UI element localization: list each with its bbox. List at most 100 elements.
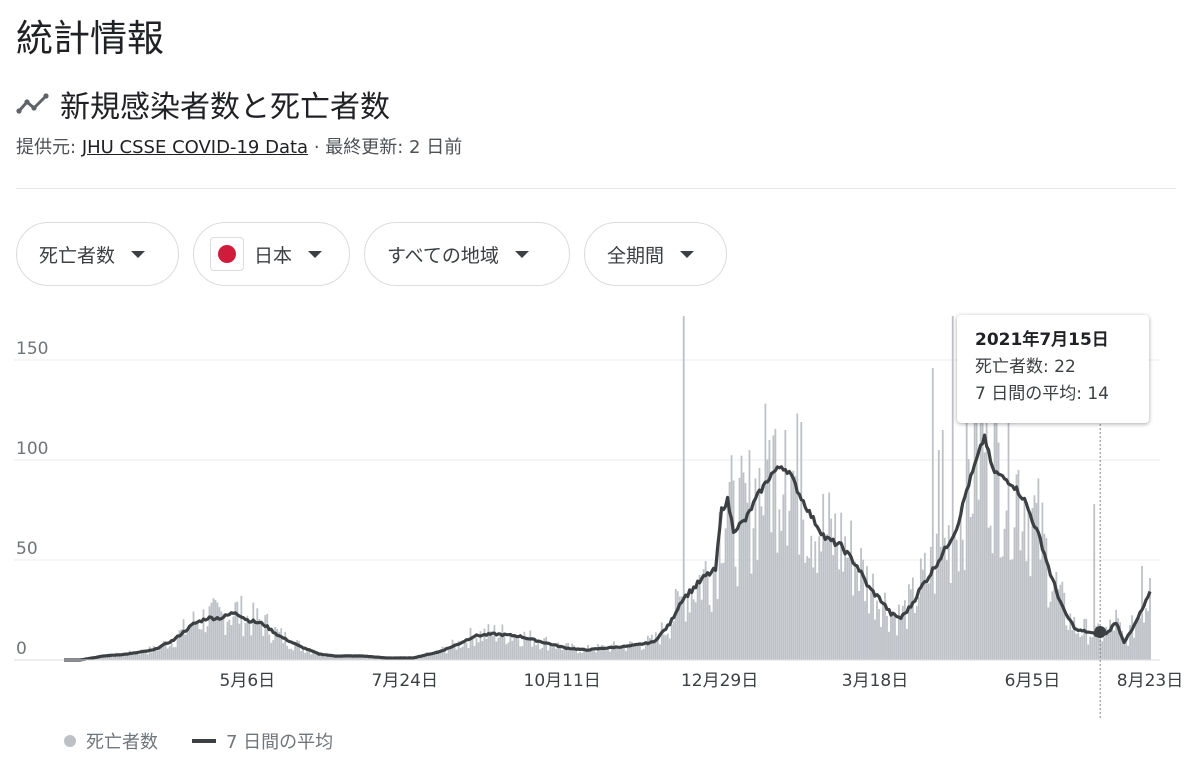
period-dropdown[interactable]: 全期間 — [584, 222, 727, 286]
daily-deaths-bar — [814, 541, 817, 660]
daily-deaths-bar — [230, 625, 233, 660]
daily-deaths-bar — [156, 650, 159, 660]
daily-deaths-bar — [1047, 607, 1050, 660]
daily-deaths-bar — [844, 536, 847, 660]
daily-deaths-bar — [168, 646, 171, 660]
daily-deaths-bar — [780, 530, 783, 660]
daily-deaths-bar — [1043, 533, 1046, 660]
daily-deaths-bar — [692, 599, 695, 660]
daily-deaths-bar — [906, 629, 908, 660]
daily-deaths-bar — [684, 621, 687, 660]
daily-deaths-bar — [431, 653, 434, 660]
daily-deaths-bar — [794, 476, 797, 660]
daily-deaths-bar — [937, 450, 940, 660]
daily-deaths-bar — [565, 643, 568, 660]
daily-deaths-bar — [521, 646, 524, 660]
daily-deaths-bar — [820, 551, 823, 660]
daily-deaths-bar — [184, 634, 187, 660]
daily-deaths-bar — [336, 656, 338, 660]
daily-deaths-bar — [925, 583, 928, 660]
daily-deaths-bar — [198, 629, 201, 660]
country-dropdown[interactable]: 日本 — [193, 222, 350, 286]
daily-deaths-bar — [152, 646, 155, 660]
daily-deaths-bar — [927, 583, 930, 660]
daily-deaths-bar — [1065, 625, 1068, 660]
daily-deaths-bar — [140, 649, 143, 660]
daily-deaths-bar — [923, 552, 926, 660]
deaths-chart[interactable]: 0 50 100 150 5月6日 7月24日 10月11日 12月29日 3月18日 6月5日 8… — [0, 300, 1200, 730]
daily-deaths-bar — [1125, 636, 1127, 660]
seven-day-average-layer — [64, 433, 1152, 662]
daily-deaths-bar — [902, 606, 904, 660]
daily-deaths-bar — [676, 591, 679, 660]
daily-deaths-bar — [911, 577, 914, 660]
daily-deaths-bar — [1087, 644, 1090, 660]
metric-dropdown[interactable]: 死亡者数 — [16, 222, 179, 286]
daily-deaths-bar — [555, 648, 558, 660]
source-link[interactable]: JHU CSSE COVID-19 Data — [81, 137, 309, 158]
tooltip-average: 7 日間の平均: 14 — [975, 384, 1109, 404]
daily-deaths-bar — [880, 626, 882, 660]
daily-deaths-bar — [218, 607, 221, 660]
daily-deaths-bar — [1031, 508, 1034, 660]
daily-deaths-bar — [268, 634, 271, 660]
daily-deaths-bar — [194, 623, 197, 660]
daily-deaths-bar — [634, 644, 637, 660]
daily-deaths-bar — [963, 570, 966, 660]
daily-deaths-bar — [1057, 589, 1060, 660]
daily-deaths-bar — [104, 657, 107, 660]
daily-deaths-bar — [989, 525, 992, 660]
daily-deaths-bar — [1107, 629, 1110, 660]
daily-deaths-bar — [258, 618, 261, 660]
daily-deaths-bar — [595, 652, 597, 660]
daily-deaths-bar — [1045, 538, 1048, 660]
daily-deaths-bar — [537, 642, 540, 660]
daily-deaths-bar — [124, 655, 127, 660]
daily-deaths-bar — [342, 656, 344, 660]
tooltip-date: 2021年7月15日 — [975, 330, 1109, 350]
daily-deaths-bar — [433, 651, 436, 660]
daily-deaths-bar — [180, 629, 183, 660]
daily-deaths-bar — [527, 636, 530, 660]
daily-deaths-bar — [1115, 609, 1118, 660]
daily-deaths-bar — [985, 369, 988, 660]
daily-deaths-bar — [174, 647, 177, 660]
daily-deaths-bar — [744, 483, 747, 660]
daily-deaths-bar — [722, 562, 725, 660]
daily-deaths-bar — [1073, 616, 1076, 660]
daily-deaths-bar — [796, 413, 799, 660]
daily-deaths-bar — [146, 654, 149, 660]
daily-deaths-bar — [244, 623, 247, 660]
daily-deaths-bar — [549, 643, 552, 660]
daily-deaths-bar — [228, 619, 231, 660]
daily-deaths-bar — [724, 528, 727, 660]
daily-deaths-bar — [716, 599, 719, 660]
daily-deaths-bar — [772, 435, 775, 660]
daily-deaths-bar — [176, 638, 179, 660]
daily-deaths-bar — [1029, 576, 1032, 660]
page-title: 統計情報 — [16, 17, 164, 60]
daily-deaths-bar — [471, 636, 474, 660]
daily-deaths-bar — [369, 658, 372, 660]
daily-deaths-bar — [625, 650, 627, 660]
daily-deaths-bar — [328, 656, 330, 660]
daily-deaths-bar — [250, 635, 253, 660]
daily-deaths-bar — [786, 545, 789, 660]
daily-deaths-bar — [1145, 608, 1147, 660]
daily-deaths-bar — [1139, 618, 1141, 660]
daily-deaths-bar — [1067, 629, 1070, 660]
daily-deaths-bar — [116, 656, 119, 660]
daily-deaths-bar — [1061, 581, 1064, 660]
daily-deaths-bar — [499, 635, 502, 660]
daily-deaths-bar — [822, 494, 825, 660]
daily-deaths-bar — [242, 636, 245, 660]
daily-deaths-bar — [136, 653, 139, 660]
daily-deaths-bar — [338, 657, 340, 660]
daily-deaths-bar — [609, 651, 611, 660]
daily-deaths-bar — [246, 615, 249, 660]
x-tick-label: 10月11日 — [524, 671, 601, 691]
region-dropdown[interactable]: すべての地域 — [364, 222, 570, 286]
daily-deaths-bar — [240, 595, 243, 660]
last-updated: · 最終更新: 2 日前 — [313, 137, 463, 158]
daily-deaths-bar — [186, 629, 189, 660]
